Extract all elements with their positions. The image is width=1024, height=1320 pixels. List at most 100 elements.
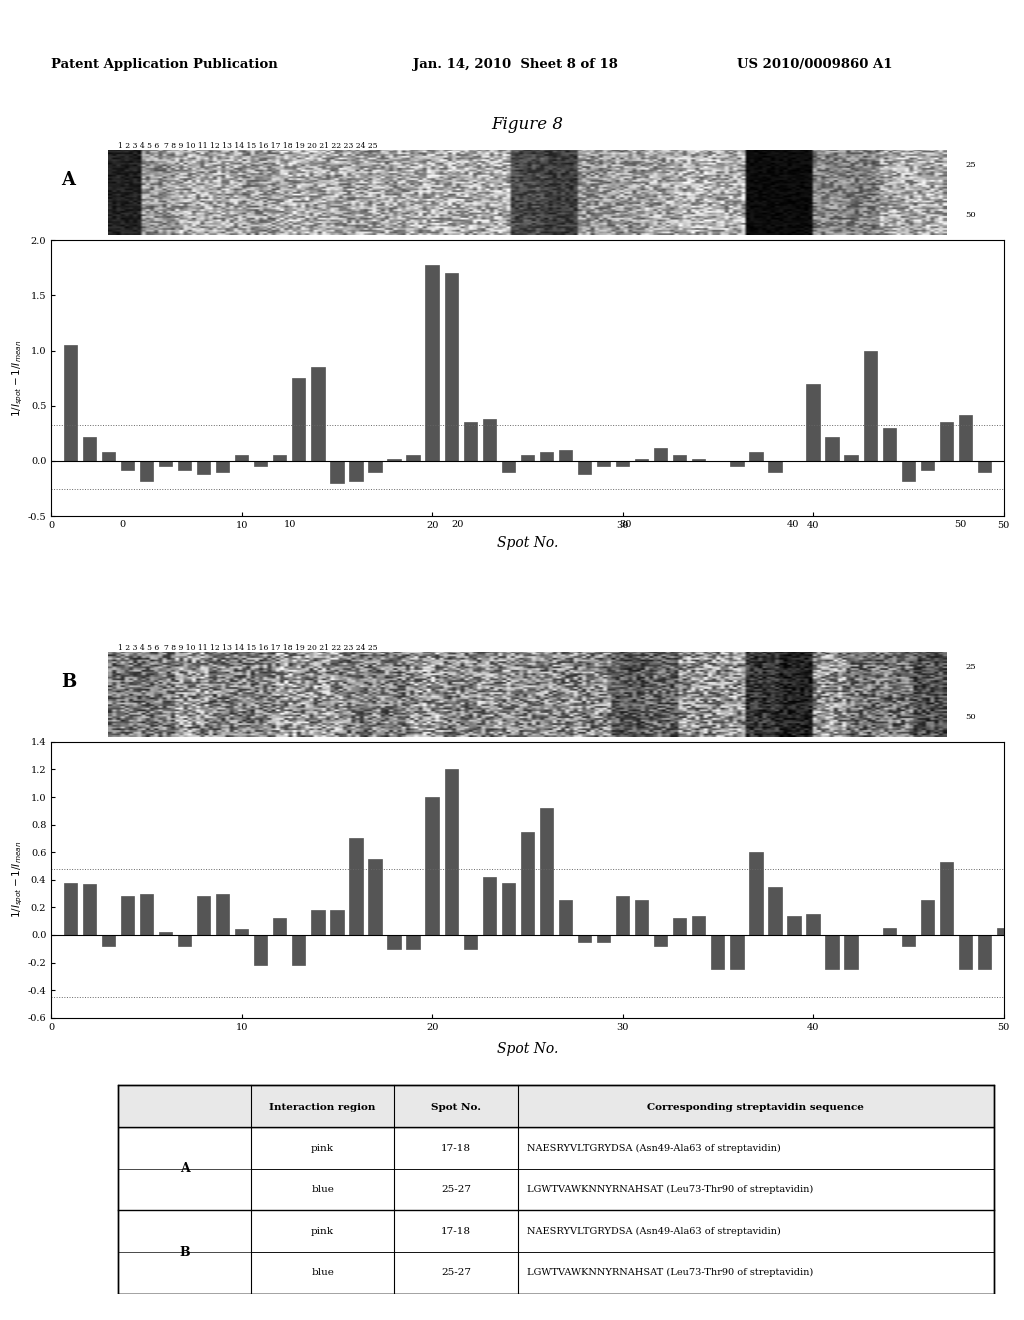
Text: 30: 30 — [620, 520, 632, 529]
Bar — [292, 935, 305, 965]
Text: A: A — [179, 1163, 189, 1175]
Bar — [883, 928, 896, 935]
Bar — [83, 884, 96, 935]
Text: Figure 8: Figure 8 — [492, 116, 563, 133]
Bar — [901, 461, 915, 480]
Bar — [387, 935, 400, 949]
Bar — [464, 935, 477, 949]
Bar — [520, 832, 535, 935]
Bar — [940, 862, 953, 935]
Text: Jan. 14, 2010  Sheet 8 of 18: Jan. 14, 2010 Sheet 8 of 18 — [413, 58, 617, 71]
Bar — [254, 461, 267, 466]
Text: Corresponding streptavidin sequence: Corresponding streptavidin sequence — [647, 1102, 864, 1111]
Bar — [615, 461, 630, 466]
Y-axis label: $1/I_{spot} - 1/I_{mean}$: $1/I_{spot} - 1/I_{mean}$ — [10, 841, 25, 919]
Bar — [159, 461, 172, 466]
Text: 1 2 3 4 5 6  7 8 9 10 11 12 13 14 15 16 17 18 19 20 21 22 23 24 25: 1 2 3 4 5 6 7 8 9 10 11 12 13 14 15 16 1… — [118, 644, 378, 652]
Bar — [482, 418, 496, 461]
Bar — [787, 916, 801, 935]
Bar — [978, 935, 991, 969]
Text: pink: pink — [311, 1226, 334, 1236]
Bar — [387, 459, 400, 461]
Text: 25: 25 — [966, 663, 976, 671]
Bar — [234, 929, 249, 935]
Text: B: B — [179, 1246, 189, 1258]
Bar — [101, 453, 115, 461]
Text: pink: pink — [311, 1143, 334, 1152]
Bar — [330, 461, 344, 483]
Bar — [121, 896, 134, 935]
Text: 25: 25 — [966, 161, 976, 169]
Bar — [921, 461, 934, 470]
Bar — [330, 909, 344, 935]
Bar — [978, 461, 991, 473]
Bar — [101, 935, 115, 946]
Text: 50: 50 — [954, 520, 967, 529]
Bar — [273, 919, 287, 935]
Bar — [730, 935, 743, 969]
Bar — [540, 808, 553, 935]
Bar — [407, 935, 420, 949]
Bar — [559, 450, 572, 461]
Bar — [635, 900, 648, 935]
Bar — [825, 437, 839, 461]
Text: NAESRYVLTGRYDSA (Asn49-Ala63 of streptavidin): NAESRYVLTGRYDSA (Asn49-Ala63 of streptav… — [527, 1143, 781, 1152]
Bar — [502, 883, 515, 935]
Text: blue: blue — [311, 1269, 334, 1278]
Text: 50: 50 — [966, 713, 976, 721]
Bar — [502, 461, 515, 473]
Text: blue: blue — [311, 1185, 334, 1195]
Bar — [825, 935, 839, 969]
Bar — [118, 1127, 994, 1294]
Text: Spot No.: Spot No. — [497, 536, 558, 550]
Bar — [730, 461, 743, 466]
Bar — [654, 447, 668, 461]
Bar — [254, 935, 267, 965]
Bar — [425, 264, 439, 461]
Bar — [768, 887, 781, 935]
Bar — [559, 900, 572, 935]
Bar — [178, 935, 191, 946]
Text: NAESRYVLTGRYDSA (Asn49-Ala63 of streptavidin): NAESRYVLTGRYDSA (Asn49-Ala63 of streptav… — [527, 1226, 781, 1236]
Bar — [349, 838, 362, 935]
Text: 25-27: 25-27 — [441, 1269, 471, 1278]
Bar — [63, 345, 77, 461]
Bar — [673, 455, 686, 461]
Bar — [178, 461, 191, 470]
Bar — [121, 461, 134, 470]
Bar — [482, 876, 496, 935]
Bar — [139, 461, 154, 480]
Bar — [444, 273, 458, 461]
Bar — [958, 935, 972, 969]
Bar — [996, 928, 1011, 935]
Bar — [369, 859, 382, 935]
Bar — [407, 455, 420, 461]
Bar — [883, 428, 896, 461]
Bar — [444, 770, 458, 935]
Bar — [901, 935, 915, 946]
Bar — [83, 437, 96, 461]
Bar — [292, 378, 305, 461]
Bar — [750, 453, 763, 461]
Bar — [464, 422, 477, 461]
Text: Spot No.: Spot No. — [431, 1102, 481, 1111]
Text: Interaction region: Interaction region — [269, 1102, 376, 1111]
Text: 10: 10 — [284, 520, 296, 529]
Bar — [863, 351, 877, 461]
Bar — [139, 894, 154, 935]
Bar — [540, 453, 553, 461]
Bar — [578, 461, 591, 474]
Text: 25-27: 25-27 — [441, 1185, 471, 1195]
Text: LGWTVAWKNNYRNAHSAT (Leu73-Thr90 of streptavidin): LGWTVAWKNNYRNAHSAT (Leu73-Thr90 of strep… — [527, 1185, 814, 1195]
Bar — [578, 935, 591, 942]
Bar — [216, 461, 229, 473]
Bar — [615, 896, 630, 935]
Bar — [845, 455, 858, 461]
Bar — [349, 461, 362, 480]
Bar — [520, 455, 535, 461]
Bar — [921, 900, 934, 935]
Bar — [940, 422, 953, 461]
Y-axis label: $1/I_{spot} - 1/I_{mean}$: $1/I_{spot} - 1/I_{mean}$ — [10, 339, 25, 417]
Bar — [711, 935, 725, 969]
Bar — [118, 1085, 994, 1127]
